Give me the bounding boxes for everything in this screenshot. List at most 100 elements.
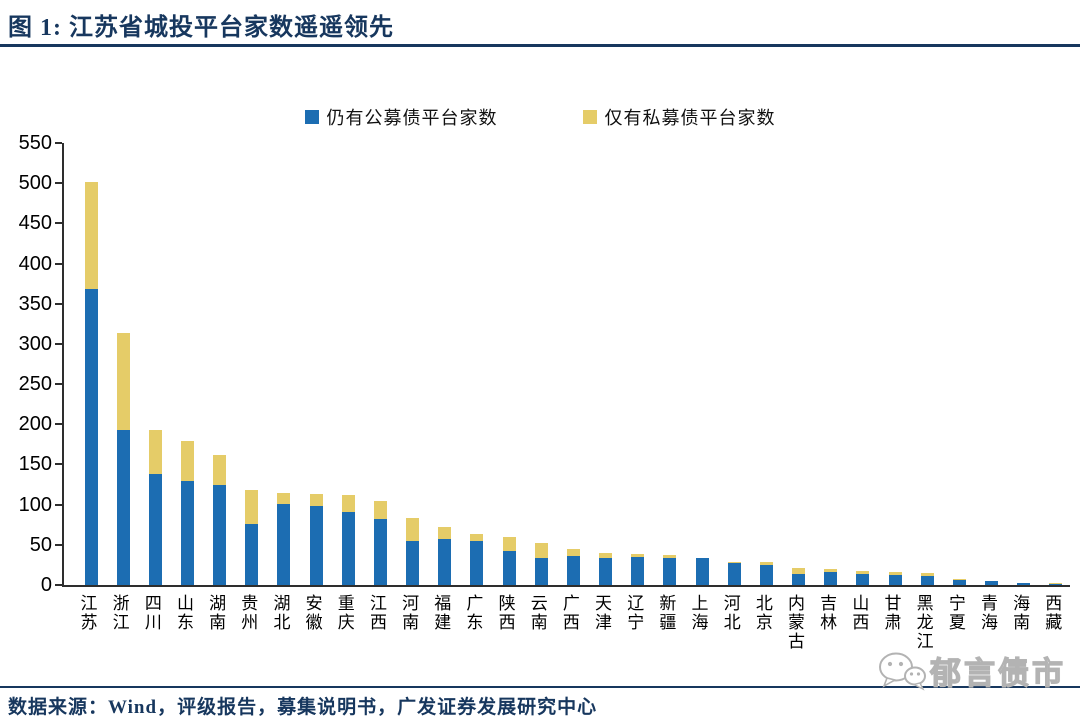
x-category-label: 山东 (176, 594, 194, 633)
x-category-label: 黑龙江 (916, 594, 934, 652)
bar-segment-public (534, 558, 548, 585)
x-category-label: 陕西 (498, 594, 516, 633)
bar-内蒙古 (792, 568, 806, 585)
bar-segment-private (920, 572, 934, 577)
chart-title: 图 1: 江苏省城投平台家数遥遥领先 (8, 15, 394, 41)
legend-swatch-public-icon (304, 110, 319, 124)
bar-segment-private (599, 552, 613, 558)
bar-山西 (856, 570, 870, 585)
bar-segment-public (631, 556, 645, 585)
bar-湖北 (277, 492, 291, 585)
y-tick-label: 400 (18, 252, 52, 275)
y-tick-label: 550 (18, 132, 52, 154)
x-category-label: 河南 (402, 594, 420, 633)
bar-陕西 (502, 536, 516, 585)
bar-segment-private (952, 578, 966, 581)
bar-segment-private (566, 548, 580, 557)
bar-segment-public (277, 503, 291, 585)
bar-segment-public (309, 506, 323, 585)
bar-segment-public (84, 289, 98, 585)
bar-segment-public (759, 564, 773, 585)
bar-segment-private (534, 543, 548, 559)
bar-新疆 (663, 555, 677, 585)
y-axis-labels: 0 50 100 150 200 250 300 350 400 450 500 550 (0, 133, 54, 595)
bar-segment-private (84, 182, 98, 290)
bar-安徽 (309, 494, 323, 585)
bar-重庆 (341, 495, 355, 585)
x-category-label: 上海 (691, 594, 709, 633)
y-tick (55, 302, 62, 305)
bar-segment-private (759, 561, 773, 565)
wechat-icon (879, 652, 926, 691)
bar-segment-private (277, 492, 291, 504)
bar-segment-private (406, 517, 420, 541)
bar-segment-private (309, 494, 323, 507)
bar-segment-private (438, 527, 452, 540)
bar-天津 (599, 552, 613, 585)
bar-segment-public (888, 575, 902, 585)
legend-item-private: 仅有私募债平台家数 (582, 104, 776, 130)
x-category-label: 贵州 (241, 594, 259, 633)
bar-青海 (984, 580, 998, 585)
bar-四川 (148, 429, 162, 585)
y-tick-label: 0 (40, 574, 52, 596)
y-tick (55, 543, 62, 546)
y-tick (55, 182, 62, 185)
bar-宁夏 (952, 578, 966, 585)
title-divider (0, 44, 1080, 47)
y-tick-label: 350 (18, 292, 52, 315)
plot-area (55, 142, 1070, 587)
x-category-label: 湖南 (209, 594, 227, 633)
bar-云南 (534, 543, 548, 585)
bar-segment-public (824, 572, 838, 585)
x-category-label: 安徽 (305, 594, 323, 633)
bar-segment-private (373, 500, 387, 520)
bar-segment-public (116, 429, 130, 585)
bar-辽宁 (631, 554, 645, 585)
x-category-label: 广西 (562, 594, 580, 633)
bar-广东 (470, 533, 484, 585)
bar-广西 (566, 548, 580, 585)
x-category-label: 湖北 (273, 594, 291, 633)
x-axis-labels: 江苏 浙江 四川 山东 湖南 贵州 湖北 安徽 重庆 江西 河南 福建 广东 陕西 云南 广西 天津 辽宁 新疆 上海… (62, 594, 1068, 684)
bar-segment-public (1049, 584, 1063, 585)
bar-segment-public (952, 580, 966, 585)
bar-segment-public (470, 540, 484, 585)
x-category-label: 新疆 (659, 594, 677, 633)
y-tick (55, 463, 62, 466)
bar-segment-public (245, 523, 259, 585)
bar-segment-public (341, 511, 355, 585)
bar-甘肃 (888, 572, 902, 585)
x-category-label: 四川 (144, 594, 162, 633)
bar-segment-private (470, 533, 484, 541)
y-tick (55, 423, 62, 426)
bar-segment-public (727, 562, 741, 585)
bar-江西 (373, 500, 387, 585)
legend: 仍有公募债平台家数 仅有私募债平台家数 (0, 104, 1080, 130)
bar-西藏 (1049, 583, 1063, 585)
x-category-label: 云南 (530, 594, 548, 633)
bar-segment-private (663, 555, 677, 558)
x-category-label: 山西 (852, 594, 870, 633)
legend-label-public: 仍有公募债平台家数 (326, 108, 498, 128)
x-category-label: 福建 (434, 594, 452, 633)
bar-segment-public (695, 557, 709, 585)
bar-segment-private (727, 561, 741, 563)
legend-label-private: 仅有私募债平台家数 (604, 108, 776, 128)
bar-segment-public (984, 580, 998, 585)
x-category-label: 内蒙古 (788, 594, 806, 652)
y-tick (55, 222, 62, 225)
bar-segment-public (856, 573, 870, 585)
y-tick-label: 100 (18, 493, 52, 516)
x-category-label: 江西 (369, 594, 387, 633)
bar-segment-private (180, 441, 194, 482)
x-category-label: 西藏 (1045, 594, 1063, 633)
bar-segment-private (888, 572, 902, 576)
bar-segment-public (213, 484, 227, 585)
x-category-label: 河北 (723, 594, 741, 633)
bar-segment-private (148, 429, 162, 475)
bar-segment-public (920, 576, 934, 585)
bar-segment-public (566, 556, 580, 585)
y-tick-label: 150 (18, 453, 52, 476)
x-category-label: 北京 (755, 594, 773, 633)
